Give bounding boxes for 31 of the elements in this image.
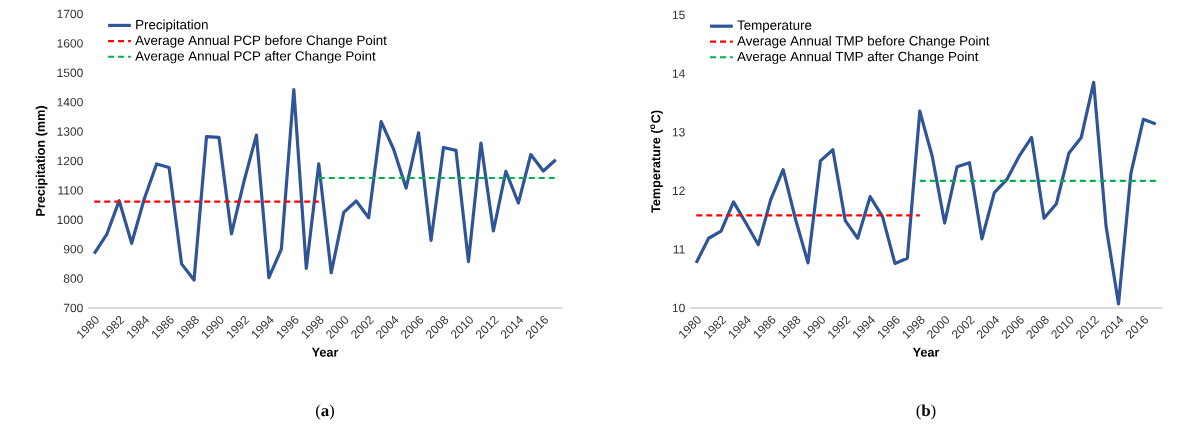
- legend-label: Average Annual TMP after Change Point: [737, 51, 979, 64]
- y-tick-label: 13: [672, 127, 685, 137]
- x-axis-title: Year: [912, 347, 940, 357]
- y-tick-label: 1500: [57, 68, 83, 78]
- y-tick-label: 1300: [57, 127, 83, 136]
- y-tick-label: 1400: [57, 97, 83, 107]
- y-tick-label: 1700: [57, 9, 83, 19]
- y-axis-title: Precipitation (mm): [35, 106, 48, 216]
- y-axis-title: Temperature ($^{o}$C): [650, 110, 663, 213]
- line-series: [92, 87, 558, 282]
- y-tick-label: 800: [63, 274, 83, 283]
- y-tick-label: 12: [672, 186, 685, 195]
- legend-label: Precipitation: [136, 19, 208, 33]
- line-series: [694, 80, 1158, 306]
- y-tick-label: 900: [63, 244, 83, 254]
- y-tick-label: 14: [672, 69, 685, 78]
- text: (b): [916, 404, 936, 420]
- x-axis-title: Year: [311, 347, 339, 357]
- legend-label: Average Annual TMP before Change Point: [737, 35, 990, 49]
- y-tick-label: 1000: [57, 215, 83, 225]
- legend-label: Average Annual PCP before Change Point: [135, 35, 387, 48]
- text: (a): [316, 404, 334, 420]
- y-tick-label: 700: [63, 303, 83, 313]
- legend-label: Temperature: [737, 20, 812, 33]
- y-tick-label: 1600: [57, 39, 83, 48]
- y-tick-label: 1100: [58, 186, 83, 195]
- y-tick-label: 1200: [57, 156, 83, 166]
- y-tick-label: 15: [672, 10, 685, 20]
- y-tick-label: 11: [673, 245, 685, 254]
- y-tick-label: 10: [672, 303, 685, 313]
- legend-label: Average Annual PCP after Change Point: [135, 50, 376, 64]
